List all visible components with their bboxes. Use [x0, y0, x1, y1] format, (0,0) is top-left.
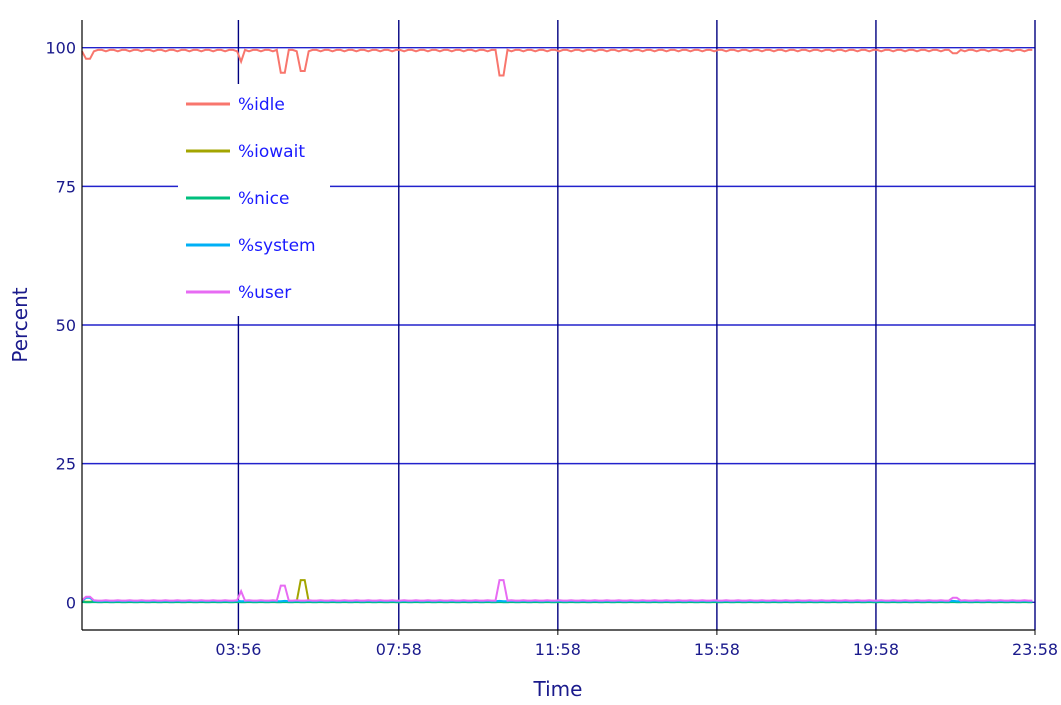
x-axis-title: Time: [533, 677, 583, 701]
axes-layer: 0 25 50 75 100 03:56 07:58 11:58 15:58 19:58 23:58: [45, 20, 1058, 659]
y-tick-label: 100: [45, 39, 76, 58]
x-tick-label: 03:56: [215, 640, 261, 659]
x-tick-label: 19:58: [853, 640, 899, 659]
legend-label: %user: [238, 283, 291, 303]
legend-label: %system: [238, 236, 316, 256]
x-tick-label: 15:58: [694, 640, 740, 659]
x-tick-label: 07:58: [376, 640, 422, 659]
legend-label: %iowait: [238, 142, 305, 162]
y-tick-label: 0: [66, 593, 76, 612]
legend: %idle %iowait %nice %system %user: [178, 84, 330, 316]
legend-label: %nice: [238, 189, 289, 209]
x-tick-label: 23:58: [1012, 640, 1058, 659]
series-line-user: [81, 579, 1033, 602]
x-tick-label: 11:58: [535, 640, 581, 659]
y-axis-title: Percent: [8, 287, 32, 362]
y-tick-label: 25: [56, 455, 76, 474]
legend-box: [178, 84, 330, 316]
y-tick-label: 50: [56, 316, 76, 335]
y-tick-label: 75: [56, 177, 76, 196]
legend-label: %idle: [238, 95, 285, 115]
series-line-idle: [81, 48, 1033, 77]
series-layer: [81, 48, 1033, 604]
